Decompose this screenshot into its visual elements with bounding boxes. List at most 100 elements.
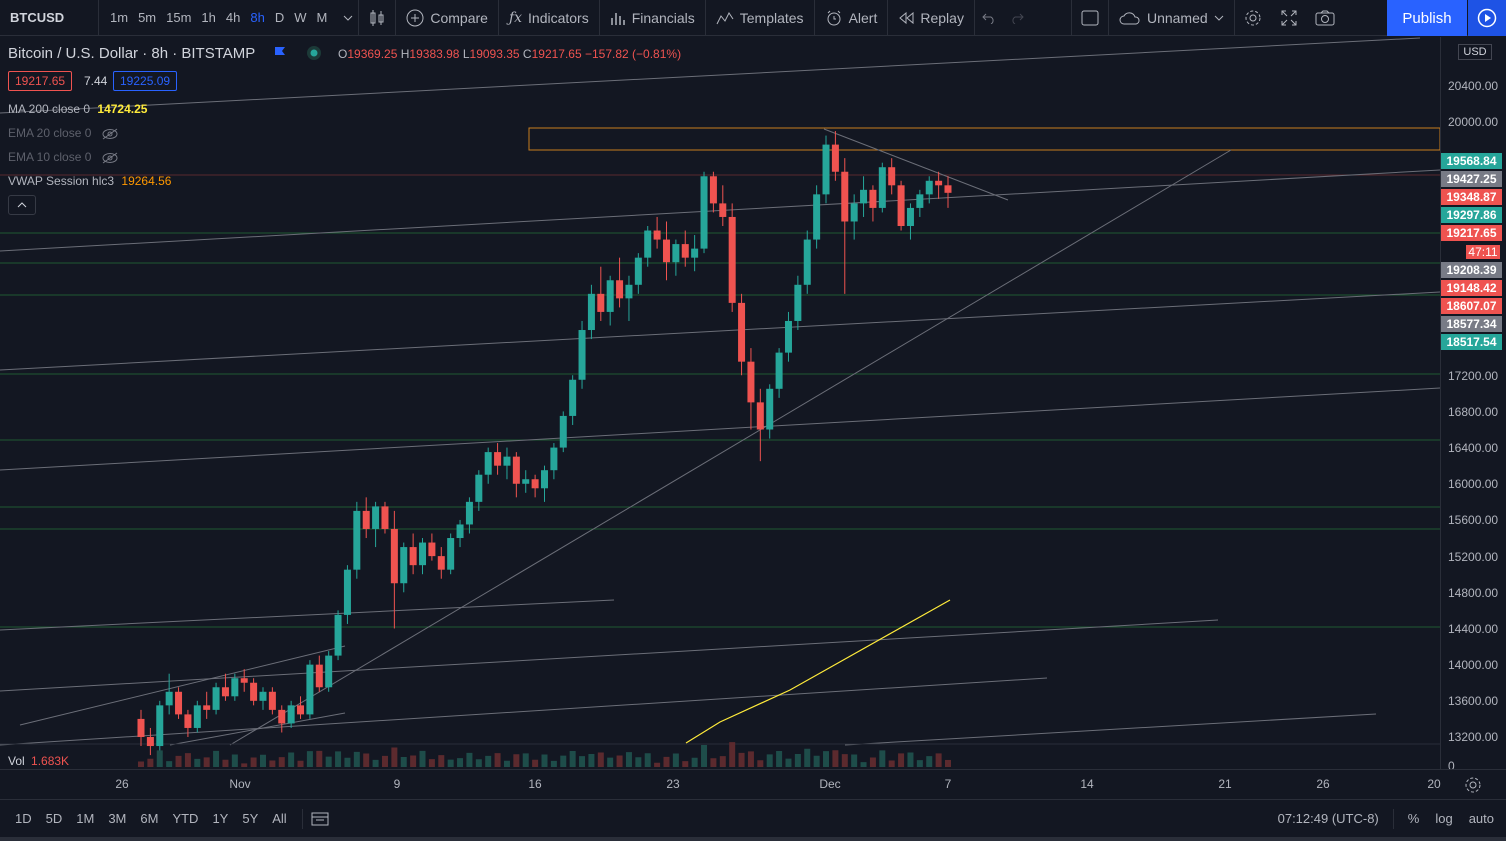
time-axis[interactable] (0, 769, 1506, 799)
redo-icon[interactable] (1003, 0, 1031, 36)
indicators-label: Indicators (528, 9, 589, 26)
volume-bar (860, 762, 867, 767)
interval-1m[interactable]: 1m (110, 10, 129, 25)
volume-bar (635, 757, 642, 767)
indicators-button[interactable]: ƒx Indicators (499, 0, 599, 36)
volume-bar (213, 750, 220, 767)
volume-legend[interactable]: Vol 1.683K (8, 754, 70, 768)
candle-body (869, 189, 877, 208)
volume-bar (616, 755, 623, 767)
gear-icon[interactable] (1235, 0, 1271, 36)
candle-body (700, 176, 708, 249)
compare-button[interactable]: Compare (396, 0, 498, 36)
price-tag[interactable]: 19217.65 (1441, 225, 1502, 241)
publish-button[interactable]: Publish (1387, 0, 1467, 36)
candle-body (362, 510, 370, 529)
volume-bar (400, 757, 407, 767)
ask-price-box[interactable]: 19225.09 (113, 71, 178, 91)
bid-price-box[interactable]: 19217.65 (8, 71, 73, 91)
volume-bar (776, 751, 783, 767)
chart-pane[interactable] (0, 37, 1440, 769)
volume-bar (935, 753, 942, 767)
log-toggle[interactable]: log (1435, 811, 1453, 826)
volume-bar (184, 753, 191, 767)
price-label: 17200.00 (1448, 369, 1499, 383)
interval-M[interactable]: M (316, 10, 328, 25)
volume-bar (550, 760, 557, 767)
range-all[interactable]: All (272, 811, 287, 826)
gear-icon[interactable] (1464, 776, 1482, 799)
indicator-ema10[interactable]: EMA 10 close 0 (8, 150, 119, 164)
interval-4h[interactable]: 4h (225, 10, 241, 25)
camera-icon[interactable] (1307, 0, 1343, 36)
price-tag[interactable]: 18607.07 (1441, 298, 1502, 314)
price-tag[interactable]: 19348.87 (1441, 189, 1502, 205)
candle-body (428, 542, 436, 557)
volume-bar (391, 747, 398, 767)
layout-square-icon[interactable] (1072, 0, 1108, 36)
candle-body (597, 293, 605, 312)
trend-line (0, 677, 1048, 746)
alert-button[interactable]: Alert (815, 0, 888, 36)
volume-bar (503, 760, 510, 767)
candle-body (662, 239, 670, 263)
price-axis[interactable] (1440, 37, 1506, 769)
range-5d[interactable]: 5D (45, 811, 63, 826)
candles-icon[interactable] (359, 0, 395, 36)
volume-bar (344, 757, 351, 767)
fullscreen-icon[interactable] (1271, 0, 1307, 36)
clock[interactable]: 07:12:49 (UTC-8) (1277, 811, 1379, 826)
price-tag[interactable]: 18517.54 (1441, 334, 1502, 350)
ma200-line (685, 599, 951, 744)
alarm-clock-icon (827, 10, 841, 25)
trend-line (0, 37, 1421, 114)
play-icon[interactable] (1468, 0, 1506, 36)
templates-label: Templates (739, 9, 804, 26)
flag-icon[interactable] (274, 46, 286, 63)
indicator-ma200[interactable]: MA 200 close 0 14724.25 (8, 102, 148, 116)
range-1d[interactable]: 1D (15, 811, 32, 826)
auto-toggle[interactable]: auto (1468, 811, 1494, 826)
undo-icon[interactable] (975, 0, 1003, 36)
trend-line (0, 291, 1440, 371)
financials-button[interactable]: Financials (600, 0, 705, 36)
price-tag[interactable]: 19297.86 (1441, 207, 1502, 223)
range-1y[interactable]: 1Y (212, 811, 229, 826)
interval-15m[interactable]: 15m (166, 10, 192, 25)
interval-D[interactable]: D (274, 10, 285, 25)
interval-1h[interactable]: 1h (201, 10, 216, 25)
candle-body (831, 144, 839, 172)
price-tag[interactable]: 47:11 (1466, 245, 1500, 259)
price-tag[interactable]: 19427.25 (1441, 171, 1502, 187)
price-tag[interactable]: 18577.34 (1441, 316, 1502, 332)
divider (1107, 0, 1109, 36)
range-1m[interactable]: 1M (76, 811, 95, 826)
price-tag[interactable]: 19208.39 (1441, 262, 1502, 278)
price-tag[interactable]: 19568.84 (1441, 153, 1502, 169)
date-range-icon[interactable] (311, 811, 329, 827)
interval-W[interactable]: W (294, 10, 307, 25)
templates-button[interactable]: Templates (706, 0, 814, 36)
layout-name-button[interactable]: Unnamed (1109, 0, 1234, 36)
volume-bar (719, 756, 726, 767)
volume-bar (785, 758, 792, 767)
replay-button[interactable]: Replay (888, 0, 974, 36)
range-5y[interactable]: 5Y (242, 811, 259, 826)
range-ytd[interactable]: YTD (172, 811, 199, 826)
percent-toggle[interactable]: % (1407, 811, 1420, 826)
range-3m[interactable]: 3M (108, 811, 127, 826)
symbol-search[interactable]: BTCUSD (10, 10, 65, 25)
chevron-down-icon[interactable] (338, 0, 358, 36)
volume-bar (532, 759, 539, 767)
candle-body (559, 415, 567, 448)
range-6m[interactable]: 6M (140, 811, 159, 826)
indicator-ema20[interactable]: EMA 20 close 0 (8, 126, 119, 140)
interval-5m[interactable]: 5m (138, 10, 157, 25)
collapse-legend-button[interactable] (8, 195, 36, 215)
currency-badge[interactable]: USD (1458, 44, 1492, 60)
price-tag[interactable]: 19148.42 (1441, 280, 1502, 296)
indicator-vwap[interactable]: VWAP Session hlc3 19264.56 (8, 174, 172, 188)
candle-body (165, 691, 173, 706)
interval-8h[interactable]: 8h (250, 10, 265, 25)
volume-bar (607, 757, 614, 767)
